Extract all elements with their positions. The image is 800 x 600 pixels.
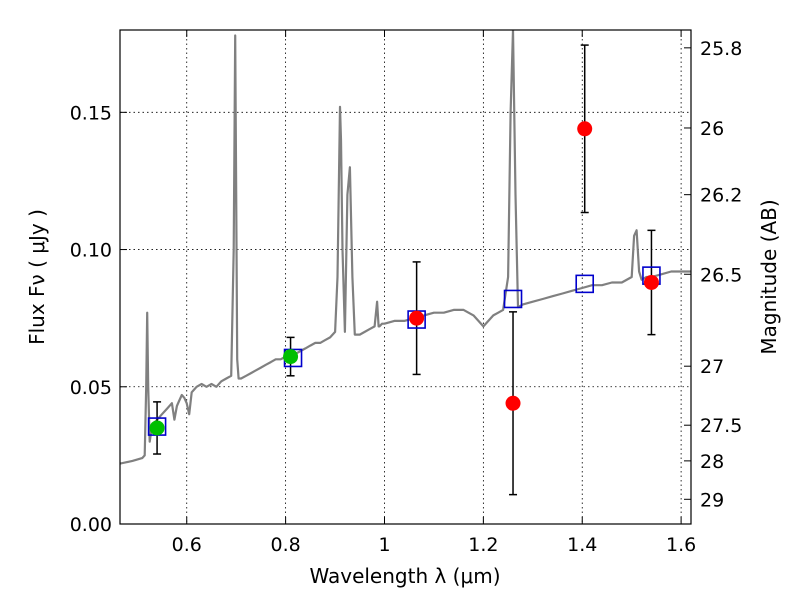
plot-frame: [119, 29, 692, 525]
right-tick-label: 26.2: [700, 185, 742, 207]
right-tick-label: 28: [700, 451, 724, 473]
y-axis-label: Flux Fν ( μJy ): [25, 209, 49, 345]
right-tick-label: 25.8: [700, 38, 742, 60]
x-tick-label: 0.8: [271, 534, 301, 556]
red-point-marker: [577, 121, 593, 137]
y-tick-label: 0.05: [70, 377, 112, 399]
right-tick-label: 26.5: [700, 264, 742, 286]
x-tick-label: 1: [378, 534, 390, 556]
green-point-marker: [283, 349, 299, 365]
model-square-marker: [503, 289, 523, 309]
green-point-marker: [149, 420, 165, 436]
model-square-marker: [575, 274, 595, 294]
tick-layer: 0.6 0.8 1 1.2 1.4 1.6 0.00 0.05 0.10 0.15 25.8 26 26…: [70, 30, 742, 556]
right-tick-label: 27.5: [700, 415, 742, 437]
y-tick-label: 0.15: [70, 102, 112, 124]
y-tick-label: 0.00: [70, 514, 112, 536]
x-axis-label: Wavelength λ (μm): [309, 564, 500, 588]
right-tick-label: 29: [700, 489, 724, 511]
x-tick-label: 0.6: [172, 534, 202, 556]
right-axis-label: Magnitude (AB): [757, 199, 781, 354]
right-tick-label: 26: [700, 118, 724, 140]
red-point-marker: [505, 395, 521, 411]
marker-layer: [147, 121, 661, 436]
right-tick-label: 27: [700, 356, 724, 378]
x-tick-label: 1.4: [567, 534, 597, 556]
x-tick-label: 1.2: [468, 534, 498, 556]
spectrum-line-layer: [120, 30, 691, 465]
y-tick-label: 0.10: [70, 240, 112, 262]
red-point-marker: [643, 274, 659, 290]
red-point-marker: [409, 310, 425, 326]
spectrum-line: [120, 30, 691, 465]
x-tick-label: 1.6: [666, 534, 696, 556]
